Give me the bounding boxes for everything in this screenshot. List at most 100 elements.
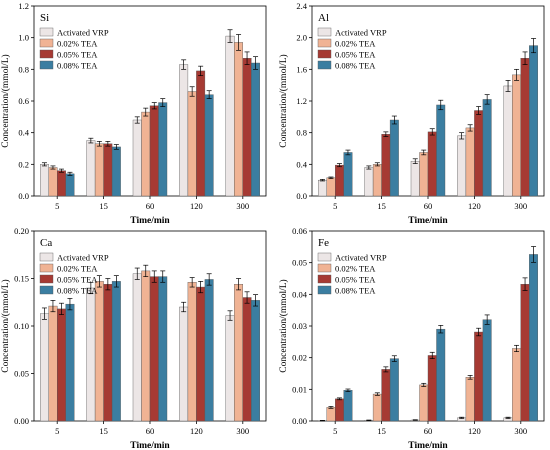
bar-0-02-tea-5 bbox=[48, 167, 58, 197]
legend-swatch bbox=[39, 60, 54, 70]
bar-0-08-tea-120 bbox=[482, 99, 492, 197]
y-tick-label: 0.00 bbox=[14, 416, 29, 426]
bar-0-08-tea-300 bbox=[529, 45, 538, 197]
bar-0-05-tea-120 bbox=[474, 331, 484, 422]
bar-activated-vrp-5 bbox=[40, 164, 49, 197]
bar-activated-vrp-60 bbox=[132, 119, 142, 197]
y-tick-label: 0.05 bbox=[14, 369, 29, 379]
legend-label: 0.08% TEA bbox=[57, 286, 98, 296]
bar-0-02-tea-300 bbox=[512, 348, 521, 422]
legend-swatch bbox=[39, 274, 54, 284]
x-tick-label: 60 bbox=[424, 201, 433, 211]
y-tick-label: 0.8 bbox=[18, 64, 29, 74]
bar-0-05-tea-5 bbox=[57, 308, 66, 422]
bar-0-02-tea-5 bbox=[48, 305, 58, 422]
bar-activated-vrp-5 bbox=[40, 313, 49, 422]
bar-0-05-tea-120 bbox=[196, 286, 206, 422]
y-tick-label: 0.10 bbox=[14, 321, 29, 331]
bar-0-08-tea-15 bbox=[111, 281, 121, 422]
y-tick-label: 0.03 bbox=[292, 321, 307, 331]
legend-swatch bbox=[39, 49, 54, 59]
bar-activated-vrp-300 bbox=[225, 315, 235, 422]
y-tick-label: 0.4 bbox=[18, 128, 29, 138]
bar-0-05-tea-60 bbox=[427, 355, 437, 422]
chart-panel-al: 0.0 0.4 0.8 1.2 1.6 2.0 2.4 5 15 60 120 300 Time/min… bbox=[278, 1, 545, 226]
x-axis-label: Time/min bbox=[130, 216, 170, 226]
bar-0-05-tea-60 bbox=[427, 131, 437, 197]
y-tick-label: 0.4 bbox=[296, 159, 307, 169]
legend-swatch bbox=[39, 285, 54, 295]
bar-0-08-tea-15 bbox=[111, 146, 121, 197]
y-tick-label: 0.20 bbox=[14, 226, 29, 236]
legend-swatch bbox=[317, 285, 332, 295]
bar-activated-vrp-15 bbox=[364, 167, 374, 197]
bar-0-02-tea-120 bbox=[187, 91, 197, 197]
bar-0-08-tea-120 bbox=[482, 319, 492, 422]
x-tick-label: 120 bbox=[468, 426, 481, 436]
legend-label: 0.05% TEA bbox=[57, 275, 98, 285]
x-tick-label: 300 bbox=[236, 201, 249, 211]
legend-label: 0.02% TEA bbox=[57, 264, 98, 274]
bar-activated-vrp-120 bbox=[179, 64, 189, 197]
y-tick-label: 0.02 bbox=[292, 353, 307, 363]
x-axis-label: Time/min bbox=[130, 441, 170, 450]
bar-0-02-tea-120 bbox=[465, 377, 475, 422]
bar-0-05-tea-5 bbox=[57, 170, 66, 197]
bar-0-05-tea-120 bbox=[474, 110, 484, 197]
legend-swatch bbox=[317, 60, 332, 70]
legend-swatch bbox=[39, 263, 54, 273]
bar-0-05-tea-15 bbox=[381, 369, 391, 422]
legend-label: 0.08% TEA bbox=[335, 286, 376, 296]
panel-title: Ca bbox=[40, 237, 52, 249]
x-tick-label: 300 bbox=[236, 426, 249, 436]
bar-0-05-tea-60 bbox=[149, 105, 159, 197]
y-tick-label: 0.6 bbox=[18, 96, 29, 106]
bar-0-02-tea-60 bbox=[419, 384, 429, 422]
legend-label: Activated VRP bbox=[335, 28, 387, 38]
y-tick-label: 0.0 bbox=[18, 191, 29, 201]
bar-0-02-tea-60 bbox=[141, 270, 151, 422]
bar-0-08-tea-60 bbox=[158, 102, 168, 197]
y-tick-label: 1.6 bbox=[296, 64, 307, 74]
chart-panel-ca: 0.00 0.05 0.10 0.15 0.20 5 15 60 120 300 Time/min C… bbox=[0, 226, 267, 450]
bar-0-08-tea-5 bbox=[65, 303, 75, 422]
x-tick-label: 60 bbox=[424, 426, 433, 436]
legend-swatch bbox=[39, 252, 54, 262]
bar-0-05-tea-300 bbox=[520, 58, 530, 197]
bar-0-08-tea-60 bbox=[436, 104, 446, 197]
y-tick-label: 2.0 bbox=[296, 33, 307, 43]
bar-0-02-tea-300 bbox=[234, 42, 244, 197]
x-tick-label: 300 bbox=[514, 426, 527, 436]
x-tick-label: 5 bbox=[333, 201, 337, 211]
x-tick-label: 15 bbox=[99, 201, 108, 211]
bar-0-02-tea-120 bbox=[187, 282, 197, 422]
legend-swatch bbox=[39, 27, 54, 37]
bar-0-05-tea-120 bbox=[196, 70, 206, 197]
legend-label: Activated VRP bbox=[57, 253, 109, 263]
y-tick-label: 0.15 bbox=[14, 274, 29, 284]
chart-panel-fe: 0.00 0.01 0.02 0.03 0.04 0.05 0.06 5 15 60 120 300 T… bbox=[278, 226, 545, 450]
bar-activated-vrp-15 bbox=[86, 287, 96, 422]
y-tick-label: 0.05 bbox=[292, 258, 307, 268]
bar-0-05-tea-300 bbox=[242, 297, 252, 422]
bar-0-05-tea-15 bbox=[381, 134, 391, 197]
legend-label: 0.08% TEA bbox=[335, 61, 376, 71]
x-tick-label: 5 bbox=[333, 426, 337, 436]
y-tick-label: 0.00 bbox=[292, 416, 307, 426]
bar-0-05-tea-15 bbox=[103, 284, 113, 422]
y-tick-label: 2.4 bbox=[296, 1, 307, 11]
legend-swatch bbox=[317, 274, 332, 284]
bar-0-08-tea-5 bbox=[343, 390, 353, 422]
y-tick-label: 1.0 bbox=[18, 33, 29, 43]
y-tick-label: 0.2 bbox=[18, 159, 29, 169]
bar-0-02-tea-60 bbox=[419, 152, 429, 197]
bar-0-05-tea-60 bbox=[149, 276, 159, 422]
y-axis-label: Concentration/(mmol/L) bbox=[278, 279, 289, 372]
legend-label: 0.05% TEA bbox=[335, 50, 376, 60]
y-tick-label: 0.06 bbox=[292, 226, 307, 236]
bar-0-02-tea-60 bbox=[141, 111, 151, 197]
bar-0-02-tea-15 bbox=[372, 393, 382, 422]
x-tick-label: 300 bbox=[514, 201, 527, 211]
bar-0-02-tea-15 bbox=[94, 143, 104, 197]
